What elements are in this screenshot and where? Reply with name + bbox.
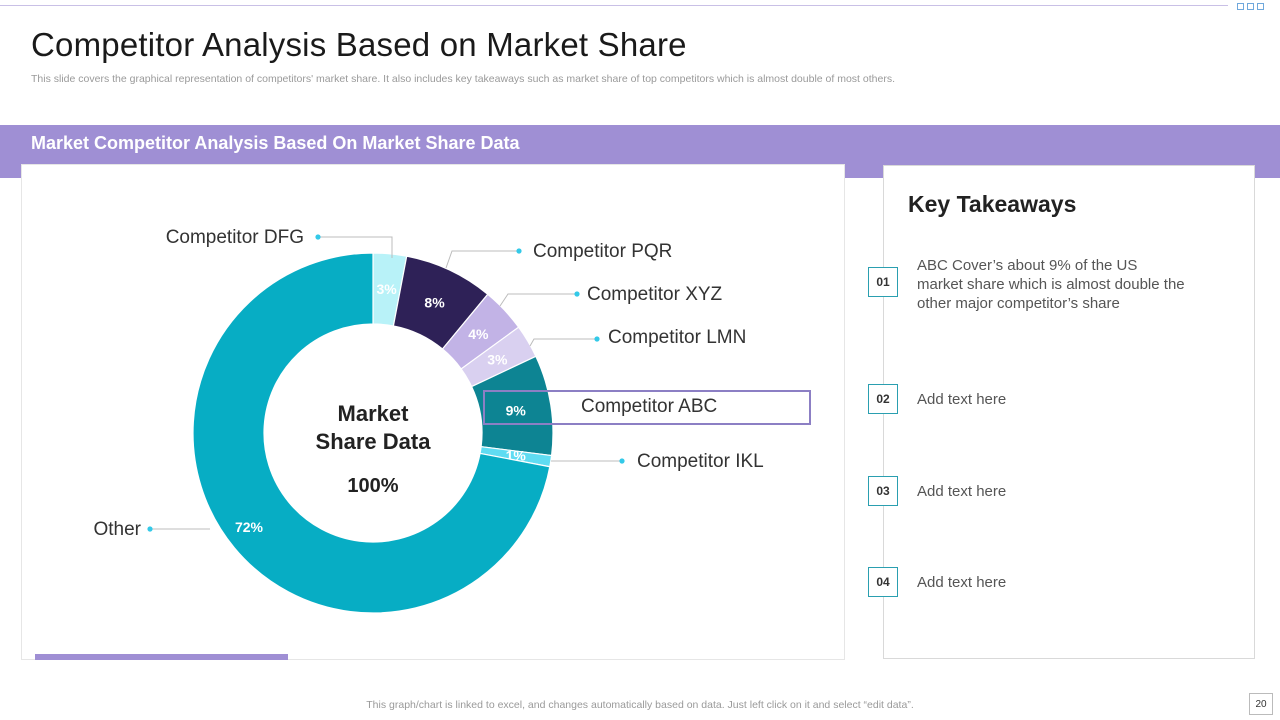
leader-line (445, 250, 519, 269)
category-label-competitor-ikl: Competitor IKL (637, 451, 764, 472)
leader-dot (147, 526, 153, 532)
footer-note: This graph/chart is linked to excel, and… (366, 699, 914, 711)
category-label-other: Other (93, 519, 141, 540)
category-label-competitor-pqr: Competitor PQR (533, 241, 672, 262)
corner-square (1237, 3, 1244, 10)
key-takeaways-title: Key Takeaways (908, 191, 1077, 217)
slice-value-label: 3% (376, 281, 397, 297)
category-label-competitor-lmn: Competitor LMN (608, 327, 746, 348)
corner-decoration (1237, 3, 1264, 10)
takeaway-number-2: 02 (868, 384, 898, 414)
takeaway-text-3[interactable]: Add text here (917, 483, 1007, 500)
slide-title: Competitor Analysis Based on Market Shar… (31, 26, 687, 63)
key-takeaways-panel (883, 165, 1255, 659)
takeaway-number-4: 04 (868, 567, 898, 597)
leader-line (318, 236, 393, 258)
leader-dot (574, 291, 580, 297)
page-number: 20 (1249, 693, 1273, 715)
slide-subtitle: This slide covers the graphical represen… (31, 73, 895, 85)
chart-accent-bar (35, 654, 288, 660)
takeaway-text-2[interactable]: Add text here (917, 391, 1007, 408)
takeaway-number-3: 03 (868, 476, 898, 506)
leader-line (529, 338, 597, 347)
takeaway-text-1[interactable]: ABC Cover’s about 9% of the US market sh… (917, 257, 1185, 312)
corner-square (1247, 3, 1254, 10)
leader-line (499, 293, 577, 307)
top-divider-line (0, 5, 1228, 6)
slice-value-label: 9% (506, 402, 527, 418)
highlight-box (483, 390, 811, 425)
slice-other[interactable] (192, 252, 551, 614)
center-value: 100% (347, 475, 398, 497)
leader-dot (516, 248, 522, 254)
slice-value-label: 8% (424, 294, 445, 310)
takeaway-number-1: 01 (868, 267, 898, 297)
corner-square (1257, 3, 1264, 10)
category-label-competitor-xyz: Competitor XYZ (587, 284, 723, 305)
category-label-competitor-abc: Competitor ABC (581, 396, 717, 417)
category-label-competitor-dfg: Competitor DFG (166, 227, 304, 248)
leader-dot (619, 458, 625, 464)
leader-dot (315, 234, 321, 240)
slice-value-label: 4% (468, 326, 489, 342)
leader-dot (594, 336, 600, 342)
center-label-line1: Market (338, 401, 410, 426)
center-label-line2: Share Data (316, 429, 432, 454)
section-title: Market Competitor Analysis Based On Mark… (31, 133, 520, 153)
takeaway-text-4[interactable]: Add text here (917, 574, 1007, 591)
slice-value-label: 3% (487, 351, 508, 367)
slice-value-label: 72% (235, 519, 264, 535)
